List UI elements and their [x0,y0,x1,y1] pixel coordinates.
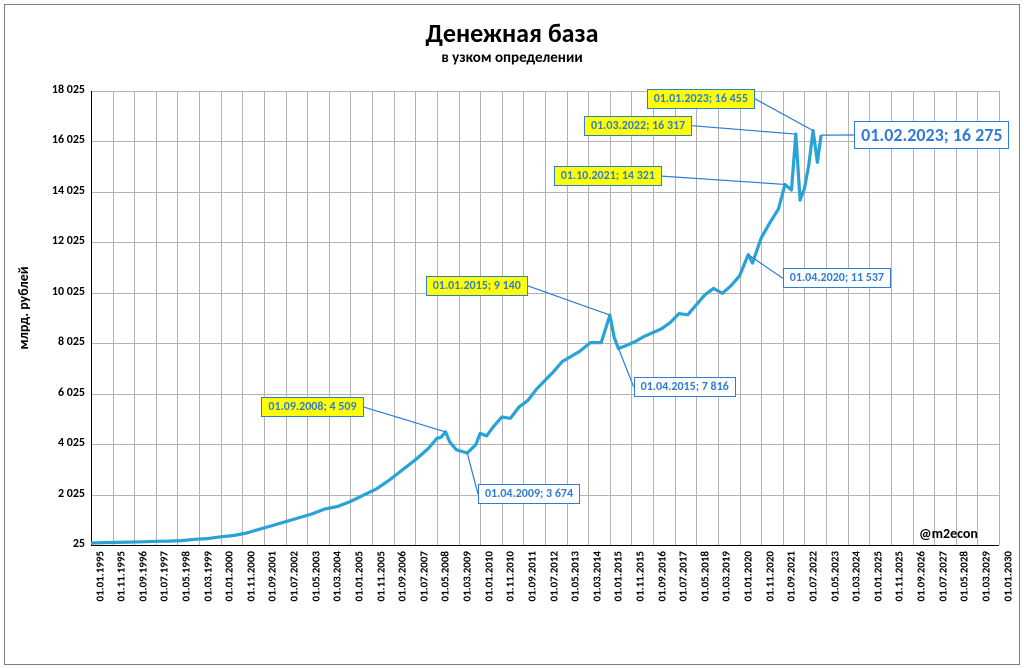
callout-label: 01.01.2015; 9 140 [426,276,528,296]
callout-label: 01.02.2023; 16 275 [854,121,1009,149]
callout-leader [528,286,610,315]
callout-leader [692,126,796,134]
callout-leader [363,407,445,432]
callout-label: 01.04.2009; 3 674 [478,484,580,504]
callout-label: 01.04.2015; 7 816 [634,377,736,397]
callout-leader [467,453,478,494]
plot-svg [5,5,1021,666]
callout-label: 01.10.2021; 14 321 [554,166,662,186]
callout-leader [619,348,634,386]
callout-label: 01.09.2008; 4 509 [261,397,363,417]
callout-leader [755,99,813,131]
callout-label: 01.03.2022; 16 317 [584,116,692,136]
data-line [91,131,821,543]
chart-frame: Денежная база в узком определении 252 02… [4,4,1020,665]
callout-label: 01.04.2020; 11 537 [783,268,891,288]
callout-label: 01.01.2023; 16 455 [647,89,755,109]
callout-leader [748,255,783,279]
callout-leader [662,176,785,184]
